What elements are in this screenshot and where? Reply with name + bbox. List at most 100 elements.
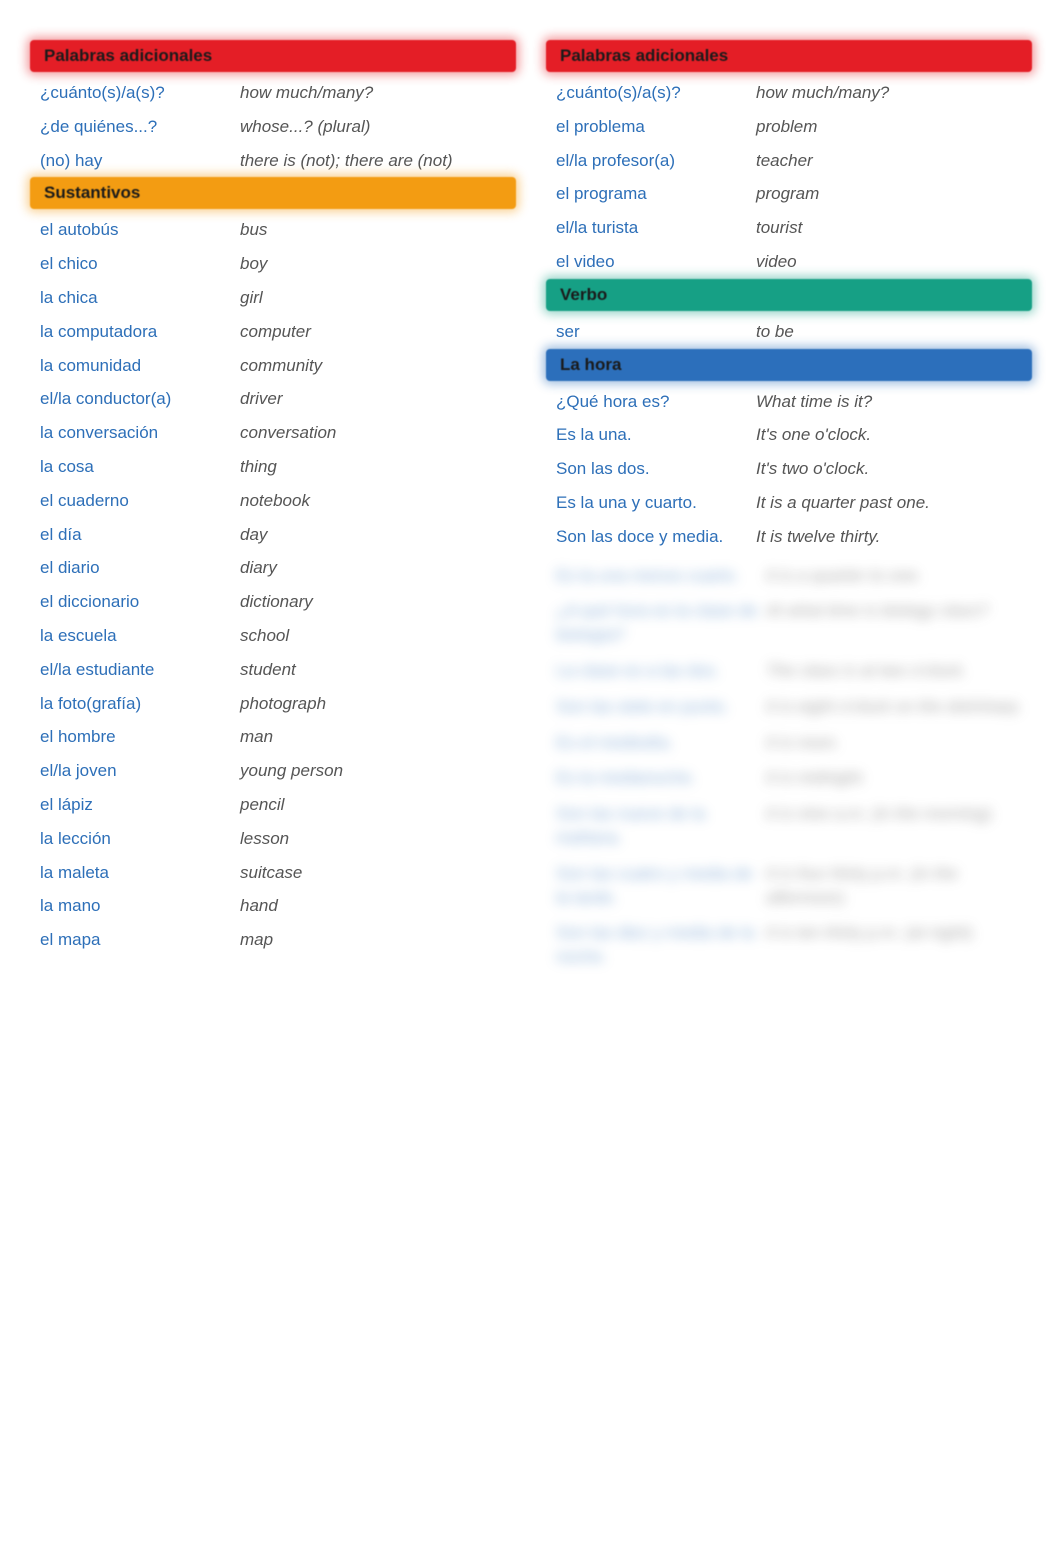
vocab-row: Son las dos.It's two o'clock. (546, 452, 1032, 486)
blurred-english: It is nine a.m. (in the morning). (766, 802, 1032, 850)
blurred-english: It is midnight. (766, 766, 1032, 790)
vocab-row: la cosathing (30, 450, 516, 484)
blurred-row: ¿A qué hora es la clase de biología?At w… (546, 593, 1032, 653)
vocab-row: el videovideo (546, 245, 1032, 279)
spanish-term: la escuela (40, 624, 240, 648)
blurred-row: Es el mediodía.It is noon. (546, 725, 1032, 761)
vocab-row: el diariodiary (30, 551, 516, 585)
spanish-term: el autobús (40, 218, 240, 242)
vocab-row: el/la turistatourist (546, 211, 1032, 245)
english-term: What time is it? (756, 390, 1032, 414)
vocab-row: el diccionariodictionary (30, 585, 516, 619)
spanish-term: el chico (40, 252, 240, 276)
vocab-row: el autobúsbus (30, 213, 516, 247)
blurred-spanish: Son las siete en punto. (556, 695, 766, 719)
spanish-term: (no) hay (40, 149, 240, 173)
english-term: problem (756, 115, 1032, 139)
section-header: Palabras adicionales (546, 40, 1032, 72)
vocab-row: el/la jovenyoung person (30, 754, 516, 788)
spanish-term: Son las doce y media. (556, 525, 756, 549)
blurred-spanish: Son las diez y media de la noche. (556, 921, 766, 969)
spanish-term: el programa (556, 182, 756, 206)
spanish-term: ¿cuánto(s)/a(s)? (556, 81, 756, 105)
vocab-row: el chicoboy (30, 247, 516, 281)
english-term: It's one o'clock. (756, 423, 1032, 447)
blurred-row: Son las nueve de la mañana.It is nine a.… (546, 796, 1032, 856)
english-term: whose...? (plural) (240, 115, 516, 139)
spanish-term: el diccionario (40, 590, 240, 614)
spanish-term: la lección (40, 827, 240, 851)
vocab-row: el hombreman (30, 720, 516, 754)
section-header: Sustantivos (30, 177, 516, 209)
spanish-term: la comunidad (40, 354, 240, 378)
section-header: Verbo (546, 279, 1032, 311)
blurred-spanish: Es la una menos cuarto. (556, 564, 766, 588)
spanish-term: ¿de quiénes...? (40, 115, 240, 139)
english-term: program (756, 182, 1032, 206)
blurred-english: It is ten thirty p.m. (at night). (766, 921, 1032, 969)
right-column: Palabras adicionales ¿cuánto(s)/a(s)?how … (546, 40, 1032, 975)
section-header: Palabras adicionales (30, 40, 516, 72)
english-term: school (240, 624, 516, 648)
spanish-term: el lápiz (40, 793, 240, 817)
english-term: tourist (756, 216, 1032, 240)
vocab-row: ¿Qué hora es?What time is it? (546, 385, 1032, 419)
english-term: It's two o'clock. (756, 457, 1032, 481)
vocab-row: el/la profesor(a)teacher (546, 144, 1032, 178)
english-term: driver (240, 387, 516, 411)
english-term: teacher (756, 149, 1032, 173)
english-term: suitcase (240, 861, 516, 885)
spanish-term: el/la conductor(a) (40, 387, 240, 411)
vocab-row: ¿cuánto(s)/a(s)?how much/many? (546, 76, 1032, 110)
spanish-term: el/la joven (40, 759, 240, 783)
english-term: to be (756, 320, 1032, 344)
blurred-content: Es la una menos cuarto.It is a quarter t… (546, 558, 1032, 975)
vocab-row: el/la estudiantestudent (30, 653, 516, 687)
english-term: map (240, 928, 516, 952)
page-container: Palabras adicionales¿cuánto(s)/a(s)?how … (30, 40, 1032, 975)
spanish-term: el/la estudiante (40, 658, 240, 682)
english-term: girl (240, 286, 516, 310)
blurred-spanish: La clase es a las dos. (556, 659, 766, 683)
vocab-row: ¿cuánto(s)/a(s)?how much/many? (30, 76, 516, 110)
english-term: bus (240, 218, 516, 242)
blurred-spanish: Son las nueve de la mañana. (556, 802, 766, 850)
blurred-english: It is four thirty p.m. (in the afternoon… (766, 862, 1032, 910)
vocab-row: la conversaciónconversation (30, 416, 516, 450)
vocab-row: la comunidadcommunity (30, 349, 516, 383)
spanish-term: Son las dos. (556, 457, 756, 481)
vocab-row: el mapamap (30, 923, 516, 957)
blurred-row: Es la una menos cuarto.It is a quarter t… (546, 558, 1032, 594)
vocab-row: el lápizpencil (30, 788, 516, 822)
spanish-term: Es la una. (556, 423, 756, 447)
blurred-spanish: Es el mediodía. (556, 731, 766, 755)
english-term: there is (not); there are (not) (240, 149, 516, 173)
vocab-row: la manohand (30, 889, 516, 923)
vocab-row: la maletasuitcase (30, 856, 516, 890)
english-term: boy (240, 252, 516, 276)
english-term: young person (240, 759, 516, 783)
blurred-row: Son las siete en punto.It is eight o'clo… (546, 689, 1032, 725)
spanish-term: el diario (40, 556, 240, 580)
blurred-english: It is noon. (766, 731, 1032, 755)
vocab-row: el problemaproblem (546, 110, 1032, 144)
english-term: how much/many? (756, 81, 1032, 105)
vocab-row: la lecciónlesson (30, 822, 516, 856)
blurred-english: The class is at two o'clock. (766, 659, 1032, 683)
vocab-row: serto be (546, 315, 1032, 349)
spanish-term: ¿cuánto(s)/a(s)? (40, 81, 240, 105)
english-term: conversation (240, 421, 516, 445)
blurred-row: Es la medianoche.It is midnight. (546, 760, 1032, 796)
blurred-english: It is eight o'clock on the dot/sharp. (766, 695, 1032, 719)
spanish-term: el cuaderno (40, 489, 240, 513)
blurred-spanish: Es la medianoche. (556, 766, 766, 790)
vocab-row: el díaday (30, 518, 516, 552)
english-term: It is a quarter past one. (756, 491, 1032, 515)
english-term: hand (240, 894, 516, 918)
spanish-term: el día (40, 523, 240, 547)
english-term: thing (240, 455, 516, 479)
spanish-term: la computadora (40, 320, 240, 344)
blurred-english: At what time is biology class? (766, 599, 1032, 647)
blurred-spanish: Son las cuatro y media de la tarde. (556, 862, 766, 910)
spanish-term: el video (556, 250, 756, 274)
